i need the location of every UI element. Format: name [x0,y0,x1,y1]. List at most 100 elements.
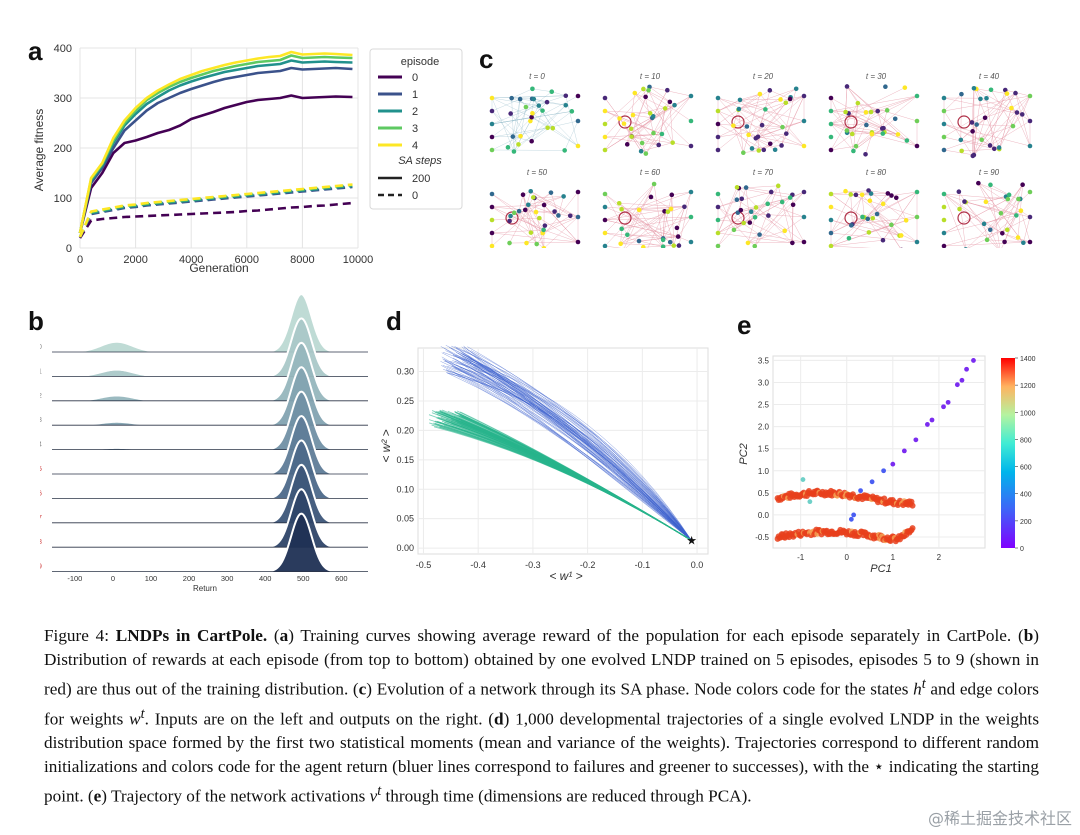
network-node [511,149,517,154]
network-edge [747,217,756,243]
network-edge [604,194,672,221]
chart-a-ytick-2: 200 [54,143,72,155]
network-edge [634,92,692,147]
chart-d-ytick-3: 0.15 [396,455,414,465]
chart-a-xtick-1: 2000 [123,254,147,266]
network-edge [604,193,664,247]
network-node [958,137,964,143]
network-node [880,237,886,243]
network-node [619,226,624,232]
network-edge [653,132,673,143]
network-node [624,142,630,147]
network-edge [865,134,873,155]
trajectory-blue [466,361,692,541]
caption-a-letter: a [279,626,289,645]
pca-point-early [929,417,935,423]
chart-a-ytick-1: 100 [54,193,72,205]
network-edge [830,232,918,243]
network-edge [964,201,985,224]
network-node [602,217,608,223]
network-edge [846,86,908,141]
network-node [489,243,495,248]
network-edge [755,197,791,208]
chart-b-xtick-7: 600 [335,574,348,583]
network-edge [565,95,579,147]
network-edge [778,185,793,243]
network-edge [830,206,900,236]
network-node [530,195,536,200]
network-edge [632,114,647,154]
legend-label-1: 1 [412,89,418,101]
ridge-fill-3 [52,367,368,426]
pca-point-early [913,437,919,443]
network-node [508,213,513,219]
network-node [528,188,534,194]
network-node [898,233,904,238]
network-node [987,227,993,233]
network-edge [972,92,1016,157]
chart-e-xlabel: PC1 [870,563,891,575]
chart-e-ytick-0: -0.5 [755,533,769,542]
chart-a-legend: episode SA steps 0 1 2 3 4 200 0 [369,48,463,210]
network-node [787,96,793,102]
frame-label-1: t = 10 [640,72,661,81]
trajectory-blue [446,369,692,541]
watermark: @稀土掘金技术社区 [927,809,1072,828]
network-node [828,204,834,210]
pca-point-early [954,382,960,388]
network-edge [604,219,679,237]
network-edge [846,130,872,133]
network-node [665,209,671,215]
ridge-fill-8 [52,489,368,548]
network-edge [943,123,1031,147]
chart-e-colorbar [1001,358,1015,548]
network-node [988,87,994,93]
network-node [619,206,624,212]
network-edge [845,190,872,194]
network-edge [743,150,759,153]
network-edge [984,210,1022,225]
network-edge [733,125,744,153]
chart-e-ylabel: PC2 [738,443,750,464]
network-edge [491,98,521,112]
network-edge [518,194,524,212]
panel-e-label: e [737,310,752,340]
chart-d-xtick-1: -0.4 [470,560,486,570]
network-edge [653,90,668,117]
network-edge [943,149,974,156]
ridge-fill-4 [52,391,368,450]
network-edge [717,108,740,125]
network-node [667,99,673,105]
network-edge [989,112,1018,146]
legend-title-episode: episode [401,56,440,68]
caption-a-text: ) Training curves showing average reward… [288,626,1024,645]
network-edge [650,196,672,210]
network-edge [653,184,664,247]
network-edge [491,97,532,118]
frame-label-2: t = 20 [753,72,774,81]
network-edge [717,191,772,208]
network-node [524,240,529,246]
pca-point-early [800,477,806,482]
network-edge [830,95,918,112]
ridge-label-8: 8 [40,539,42,546]
network-edge [620,209,640,244]
network-node [741,150,746,156]
chart-d-xlabel: < w¹ > [549,569,582,583]
network-node [971,85,977,91]
network-edge [876,213,901,248]
network-node [489,134,495,140]
legend-label-3: 3 [412,123,418,135]
frame-label-4: t = 40 [979,72,1000,81]
network-edge [641,142,673,152]
network-edge [519,210,537,213]
chart-e-ytick-3: 1.0 [758,467,770,476]
network-edge [631,136,692,147]
ridge-label-4: 4 [40,442,42,449]
network-node [851,148,856,154]
caption-c-text3: . Inputs are on the left and outputs on … [144,709,495,729]
network-node [1016,196,1021,202]
network-node [853,143,859,149]
network-node [863,110,869,115]
network-edge [662,206,685,239]
